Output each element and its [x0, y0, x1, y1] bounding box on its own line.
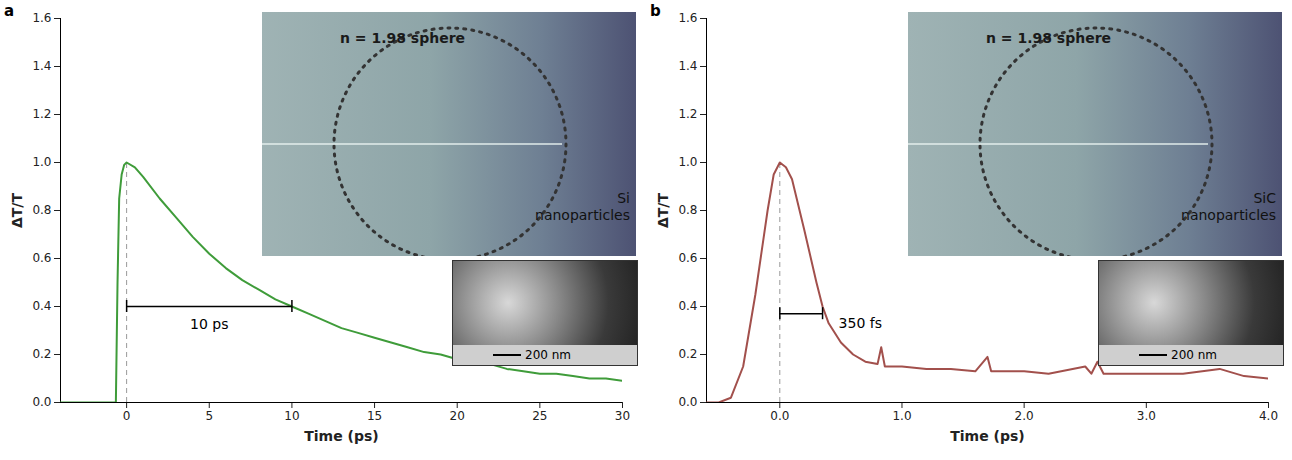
svg-text:1.0: 1.0 — [892, 409, 911, 423]
svg-text:30: 30 — [615, 409, 630, 423]
html-text:200 nm: 200 nm — [1171, 348, 1217, 362]
svg-text:20: 20 — [450, 409, 465, 423]
svg-text:0.2: 0.2 — [32, 347, 51, 361]
svg-text:1.6: 1.6 — [678, 11, 697, 25]
svg-text:1.2: 1.2 — [678, 107, 697, 121]
svg-text:0.0: 0.0 — [678, 395, 697, 409]
svg-text:1.4: 1.4 — [678, 59, 697, 73]
svg-text:Time (ps): Time (ps) — [950, 428, 1024, 444]
html-text:a: a — [4, 2, 15, 20]
svg-text:ΔT/T: ΔT/T — [655, 193, 671, 228]
svg-text:0.8: 0.8 — [32, 203, 51, 217]
svg-text:0: 0 — [123, 409, 131, 423]
html-text:SiC nanoparticles: SiC nanoparticles — [1181, 190, 1276, 223]
html-text:n = 1.98 sphere: n = 1.98 sphere — [986, 30, 1112, 46]
svg-text:ΔT/T: ΔT/T — [9, 193, 25, 228]
html-text:Si nanoparticles: Si nanoparticles — [535, 190, 630, 223]
svg-text:2.0: 2.0 — [1015, 409, 1034, 423]
svg-text:1.6: 1.6 — [32, 11, 51, 25]
svg-text:0.4: 0.4 — [678, 299, 697, 313]
svg-text:Time (ps): Time (ps) — [304, 428, 378, 444]
html-text:200 nm: 200 nm — [525, 348, 571, 362]
svg-text:25: 25 — [532, 409, 547, 423]
svg-text:15: 15 — [367, 409, 382, 423]
svg-text:5: 5 — [205, 409, 213, 423]
svg-text:0.8: 0.8 — [678, 203, 697, 217]
svg-text:3.0: 3.0 — [1137, 409, 1156, 423]
svg-text:350 fs: 350 fs — [839, 315, 882, 331]
svg-text:1.0: 1.0 — [678, 155, 697, 169]
svg-text:4.0: 4.0 — [1259, 409, 1278, 423]
svg-text:10: 10 — [284, 409, 299, 423]
html-text:b: b — [650, 2, 661, 20]
svg-text:0.4: 0.4 — [32, 299, 51, 313]
svg-text:0.2: 0.2 — [678, 347, 697, 361]
html-text:n = 1.98 sphere: n = 1.98 sphere — [340, 30, 466, 46]
svg-text:0.6: 0.6 — [32, 251, 51, 265]
svg-text:1.0: 1.0 — [32, 155, 51, 169]
svg-text:0.0: 0.0 — [32, 395, 51, 409]
svg-text:1.2: 1.2 — [32, 107, 51, 121]
svg-text:10 ps: 10 ps — [190, 316, 228, 332]
svg-text:0.6: 0.6 — [678, 251, 697, 265]
svg-text:0.0: 0.0 — [770, 409, 789, 423]
svg-text:1.4: 1.4 — [32, 59, 51, 73]
